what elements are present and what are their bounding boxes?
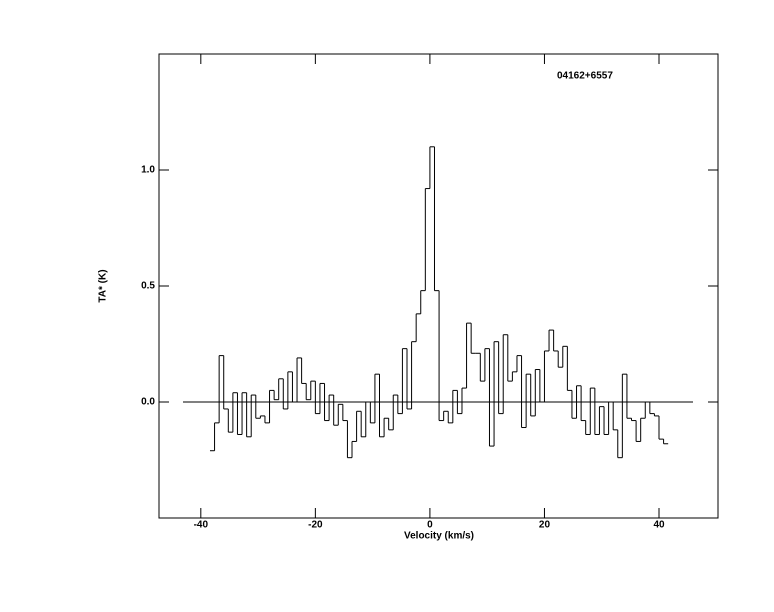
x-tick-label: -20 — [308, 520, 323, 531]
y-tick-label: 0.0 — [141, 397, 155, 408]
x-tick-label: 0 — [427, 520, 433, 531]
x-tick-label: 40 — [653, 520, 665, 531]
chart-title: 04162+6557 — [557, 71, 613, 82]
x-axis-label: Velocity (km/s) — [404, 531, 474, 542]
y-tick-label: 1.0 — [141, 165, 155, 176]
y-tick-label: 0.5 — [141, 281, 155, 292]
x-tick-label: 20 — [539, 520, 551, 531]
plot-frame — [158, 53, 719, 519]
x-tick-label: -40 — [194, 520, 209, 531]
y-axis-label: TA* (K) — [98, 269, 109, 302]
